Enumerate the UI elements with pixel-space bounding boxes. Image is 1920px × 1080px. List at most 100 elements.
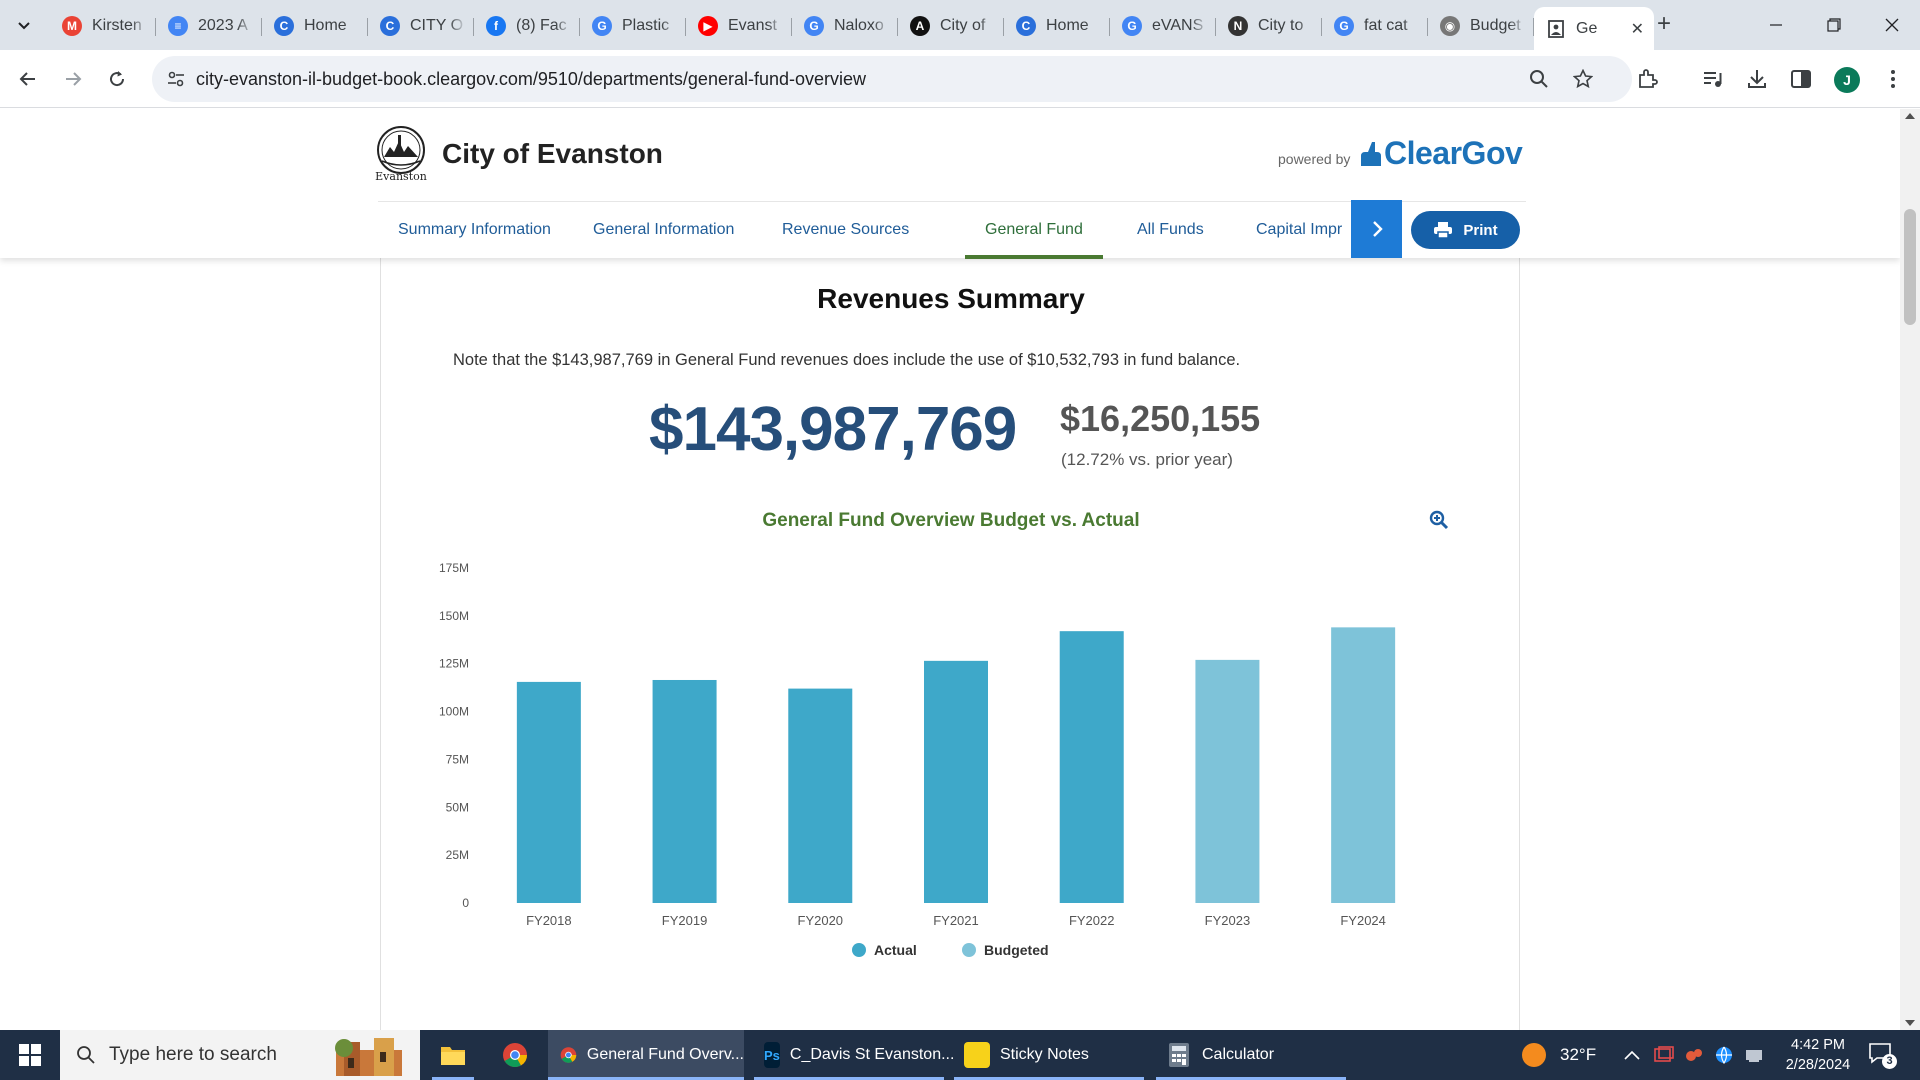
- y-tick-label: 175M: [439, 561, 469, 575]
- total-revenue-value: $143,987,769: [649, 395, 1017, 464]
- taskbar-chrome-pinned[interactable]: [494, 1030, 536, 1080]
- nav-capital-improvements[interactable]: Capital Impr: [1256, 221, 1343, 238]
- page-scrollbar[interactable]: [1900, 109, 1920, 1030]
- bar-fy2021[interactable]: [924, 660, 988, 903]
- bar-fy2018[interactable]: [516, 681, 581, 903]
- browser-tab[interactable]: f (8) Fac: [474, 8, 580, 44]
- file-explorer-icon: [441, 1047, 465, 1065]
- bar-fy2020[interactable]: [788, 688, 853, 903]
- tab-title: eVANS: [1152, 17, 1204, 34]
- clock-date: 2/28/2024: [1785, 1057, 1851, 1073]
- minimize-button[interactable]: [1748, 0, 1804, 50]
- nav-summary-information[interactable]: Summary Information: [398, 221, 551, 238]
- city-brand[interactable]: Evanston City of Evanston: [372, 125, 663, 183]
- browser-tab[interactable]: G Naloxo: [792, 8, 898, 44]
- chrome-icon: [560, 1047, 577, 1063]
- browser-tab[interactable]: G Plastic: [580, 8, 686, 44]
- nav-general-fund[interactable]: General Fund: [965, 202, 1103, 259]
- forward-button[interactable]: [57, 63, 89, 95]
- tray-overflow-chevron-icon[interactable]: [1624, 1050, 1640, 1060]
- tab-title: Home: [1046, 17, 1089, 34]
- browser-tab[interactable]: ≡ 2023 A: [156, 8, 262, 44]
- globe-icon: ◉: [1440, 16, 1460, 36]
- search-icon: [77, 1046, 95, 1064]
- side-panel-icon[interactable]: [1788, 66, 1814, 92]
- close-window-button[interactable]: [1864, 0, 1920, 50]
- tray-app-icon[interactable]: [1654, 1046, 1674, 1064]
- tab-title: Plastic: [622, 17, 670, 34]
- scroll-up-arrow-icon[interactable]: [1905, 113, 1915, 119]
- system-tray: [1624, 1030, 1764, 1080]
- browser-tab-active[interactable]: Ge ✕: [1534, 7, 1654, 50]
- media-controls-icon[interactable]: [1700, 66, 1726, 92]
- budget-vs-actual-chart: 0 25M 50M 75M 100M 125M 150M 175M FY2018 FY2019 FY…: [439, 561, 1396, 958]
- browser-tab[interactable]: A City of: [898, 8, 1004, 44]
- taskbar-photoshop-window[interactable]: Ps C_Davis St Evanston...: [754, 1030, 954, 1080]
- bar-fy2023[interactable]: [1195, 659, 1260, 903]
- back-button[interactable]: [12, 63, 44, 95]
- scrollbar-thumb[interactable]: [1904, 209, 1916, 325]
- close-tab-icon[interactable]: ✕: [1630, 21, 1644, 38]
- nav-scroll-right-button[interactable]: [1351, 200, 1402, 258]
- browser-tab[interactable]: ◉ Budget: [1428, 8, 1534, 44]
- document-icon: [1546, 18, 1566, 39]
- zoom-in-icon[interactable]: [1429, 510, 1449, 530]
- taskbar-sticky-notes-window[interactable]: Sticky Notes: [954, 1030, 1144, 1080]
- reload-button[interactable]: [101, 63, 133, 95]
- cleargov-logo[interactable]: ClearGov: [1358, 135, 1523, 172]
- download-icon[interactable]: [1744, 66, 1770, 92]
- notification-count-badge: 3: [1882, 1054, 1897, 1069]
- site-settings-icon[interactable]: [166, 69, 186, 89]
- cleargov-icon: C: [1016, 16, 1036, 36]
- bar-fy2019[interactable]: [652, 679, 717, 903]
- new-tab-button[interactable]: +: [1656, 10, 1671, 37]
- browser-tab[interactable]: C Home: [1004, 8, 1110, 44]
- start-button[interactable]: [0, 1030, 60, 1080]
- section-nav: Summary Information General Information …: [378, 201, 1526, 259]
- wifi-icon[interactable]: [1744, 1046, 1764, 1064]
- x-tick-label: FY2018: [526, 913, 572, 928]
- browser-tab[interactable]: N City to: [1216, 8, 1322, 44]
- address-bar[interactable]: city-evanston-il-budget-book.cleargov.co…: [152, 56, 1632, 102]
- browser-menu-icon[interactable]: [1880, 66, 1906, 92]
- nav-revenue-sources[interactable]: Revenue Sources: [782, 221, 910, 238]
- cleargov-mark-icon: [1361, 141, 1381, 166]
- browser-tab[interactable]: ▶ Evanst: [686, 8, 792, 44]
- restore-button[interactable]: [1806, 0, 1862, 50]
- taskbar-file-explorer[interactable]: [432, 1030, 474, 1080]
- tray-game-icon[interactable]: [1684, 1047, 1704, 1063]
- zoom-page-icon[interactable]: [1526, 66, 1552, 92]
- taskbar-chrome-window[interactable]: General Fund Overv...: [548, 1030, 744, 1080]
- browser-tab[interactable]: C Home: [262, 8, 368, 44]
- legend-item-budgeted[interactable]: Budgeted: [962, 942, 1049, 958]
- extensions-icon[interactable]: [1634, 66, 1660, 92]
- arrow-right-icon: [66, 72, 82, 86]
- profile-avatar[interactable]: J: [1834, 67, 1860, 93]
- notification-center-button[interactable]: 3: [1868, 1042, 1897, 1069]
- taskbar-clock[interactable]: 4:42 PM 2/28/2024: [1774, 1035, 1862, 1075]
- x-tick-label: FY2022: [1069, 913, 1115, 928]
- sticky-notes-icon: [964, 1042, 990, 1068]
- bar-fy2022[interactable]: [1059, 631, 1124, 903]
- x-tick-label: FY2021: [933, 913, 979, 928]
- browser-tab[interactable]: C CITY O: [368, 8, 474, 44]
- taskbar-search[interactable]: Type here to search: [60, 1030, 420, 1080]
- org-name: City of Evanston: [442, 138, 663, 169]
- scroll-down-arrow-icon[interactable]: [1905, 1020, 1915, 1026]
- taskbar-calculator-window[interactable]: Calculator: [1156, 1030, 1346, 1080]
- nav-all-funds[interactable]: All Funds: [1137, 221, 1204, 238]
- close-icon: [1885, 18, 1899, 32]
- bookmark-star-icon[interactable]: [1570, 66, 1596, 92]
- tab-title: Budget: [1470, 17, 1521, 34]
- print-button[interactable]: Print: [1411, 211, 1520, 249]
- nav-general-information[interactable]: General Information: [593, 221, 735, 238]
- legend-item-actual[interactable]: Actual: [852, 942, 917, 958]
- network-globe-icon[interactable]: [1714, 1045, 1734, 1065]
- weather-widget[interactable]: 32°F: [1522, 1030, 1596, 1080]
- photoshop-icon: Ps: [764, 1042, 780, 1068]
- browser-tab[interactable]: M Kirsten: [50, 8, 156, 44]
- tab-search-button[interactable]: [10, 11, 38, 39]
- bar-fy2024[interactable]: [1331, 627, 1396, 903]
